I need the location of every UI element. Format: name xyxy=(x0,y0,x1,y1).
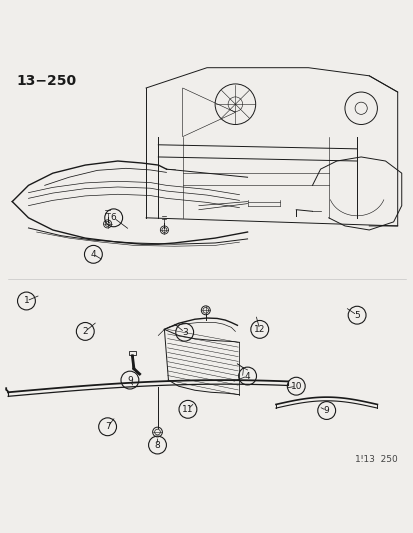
Text: 5: 5 xyxy=(354,311,359,320)
Text: 2: 2 xyxy=(82,327,88,336)
Text: 4: 4 xyxy=(90,250,96,259)
Text: 9: 9 xyxy=(127,376,133,385)
Text: 9: 9 xyxy=(323,406,329,415)
Text: 10: 10 xyxy=(290,382,301,391)
Text: 3: 3 xyxy=(181,328,187,337)
Text: 11: 11 xyxy=(182,405,193,414)
Text: 1ǃ13  250: 1ǃ13 250 xyxy=(354,456,397,464)
Text: 13−250: 13−250 xyxy=(16,74,76,88)
Text: 12: 12 xyxy=(254,325,265,334)
Text: 4: 4 xyxy=(244,372,250,381)
Text: 1: 1 xyxy=(24,296,29,305)
Bar xyxy=(129,351,136,355)
Text: 6: 6 xyxy=(111,213,116,222)
Text: 8: 8 xyxy=(154,440,160,449)
Text: 7: 7 xyxy=(104,422,110,431)
